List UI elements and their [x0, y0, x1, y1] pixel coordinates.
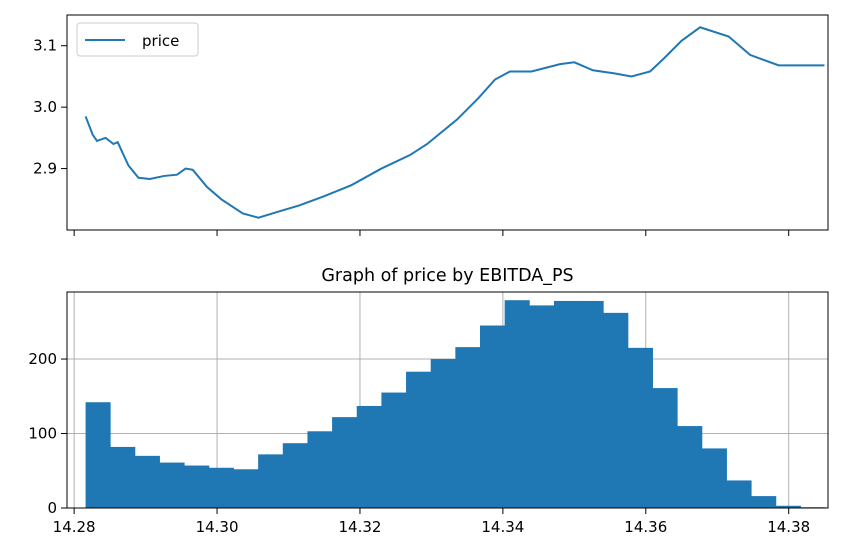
histogram-bar [775, 505, 801, 508]
line-chart-y-ticks: 2.9 3.0 3.1 [33, 37, 67, 178]
line-chart-frame [66, 14, 829, 231]
histogram-bar [455, 347, 481, 508]
histogram-bar [134, 455, 160, 508]
price-series-line [84, 26, 825, 219]
histogram-bar [504, 300, 530, 508]
histogram-ticks: 14.28 14.30 14.32 14.34 14.36 14.38 0 100 200 [28, 350, 810, 536]
histogram-bar [751, 496, 777, 508]
legend: price [76, 22, 199, 57]
histogram-bar [356, 405, 382, 508]
histogram-bar [208, 467, 234, 508]
x-tick-label: 14.30 [196, 518, 239, 536]
y-tick-label: 200 [28, 350, 57, 368]
y-tick-label: 2.9 [33, 160, 57, 178]
histogram-bar [381, 392, 407, 508]
histogram-bar [652, 388, 678, 508]
histogram-bar [627, 347, 653, 508]
line-chart-panel: 2.9 3.0 3.1 price [33, 14, 829, 236]
histogram-bar [480, 325, 506, 508]
histogram-bars [85, 300, 826, 508]
y-tick-label: 0 [47, 499, 57, 517]
histogram-bar [332, 417, 358, 508]
x-tick-label: 14.36 [624, 518, 667, 536]
histogram-bar [603, 312, 629, 508]
histogram-bar [726, 480, 752, 508]
histogram-bar [159, 462, 185, 508]
histogram-bar [258, 454, 284, 508]
histogram-panel: Graph of price by EBITDA_PS 14.28 14.30 14… [28, 266, 829, 536]
y-tick-label: 3.1 [33, 37, 57, 55]
histogram-bar [529, 305, 555, 508]
histogram-bar [406, 371, 432, 508]
histogram-bar [701, 448, 727, 508]
histogram-bar [184, 465, 210, 508]
y-tick-label: 3.0 [33, 98, 57, 116]
x-tick-label: 14.28 [53, 518, 96, 536]
histogram-bar [578, 300, 604, 508]
x-tick-label: 14.38 [767, 518, 810, 536]
histogram-title: Graph of price by EBITDA_PS [321, 266, 573, 286]
line-chart-x-ticks [73, 230, 790, 236]
histogram-bar [677, 426, 703, 508]
y-tick-label: 100 [28, 425, 57, 443]
histogram-bar [110, 446, 136, 508]
histogram-frame [66, 291, 829, 509]
histogram-bar [282, 443, 308, 508]
histogram-bar [85, 402, 111, 508]
histogram-bar [307, 431, 333, 508]
histogram-bar [553, 300, 580, 508]
histogram-bar [233, 469, 259, 508]
x-tick-label: 14.32 [338, 518, 381, 536]
legend-box [76, 22, 199, 57]
legend-label-price: price [142, 32, 179, 50]
x-tick-label: 14.34 [481, 518, 524, 536]
histogram-bar [430, 359, 456, 508]
